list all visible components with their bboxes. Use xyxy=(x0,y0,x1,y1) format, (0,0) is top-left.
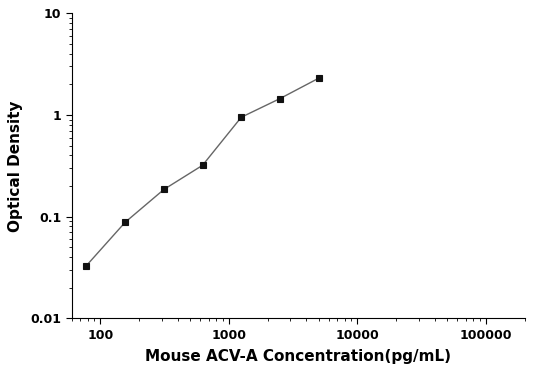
Y-axis label: Optical Density: Optical Density xyxy=(9,100,23,231)
X-axis label: Mouse ACV-A Concentration(pg/mL): Mouse ACV-A Concentration(pg/mL) xyxy=(145,349,451,364)
